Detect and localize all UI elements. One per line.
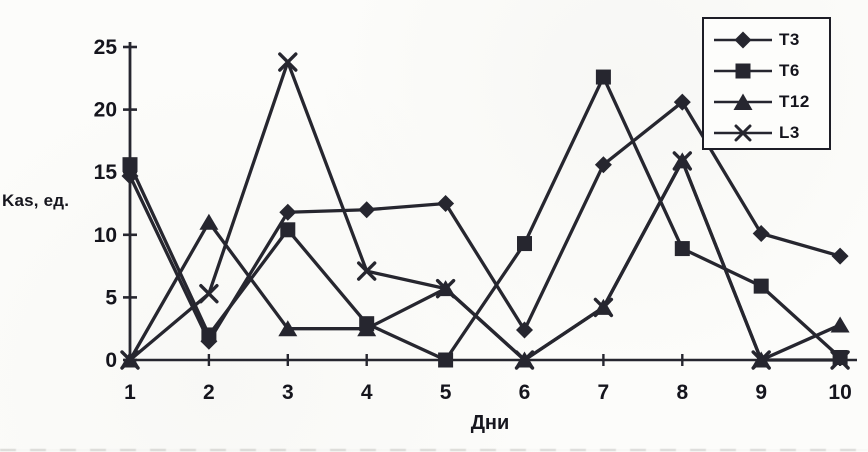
x-tick-label: 4 [361,381,373,404]
legend-item-t3: T3 [712,25,829,54]
legend: T3 T6 T12 L3 [702,17,831,150]
series-markers-L3 [120,52,850,370]
x-marker [751,350,771,370]
legend-item-label: T6 [779,60,800,80]
triangle-marker [278,320,298,337]
diamond-marker-icon [714,31,772,48]
square-marker [122,157,138,173]
legend-item-label: L3 [779,122,800,142]
diamond-marker [594,156,612,174]
triangle-marker-icon [714,93,772,110]
x-tick-label: 6 [519,381,531,404]
triangle-marker [357,320,377,337]
square-marker [517,236,532,252]
square-marker [674,241,690,257]
legend-item-l3: L3 [712,118,829,147]
x-marker [672,151,692,171]
series-line-T6 [128,75,842,362]
x-tick-label: 3 [282,381,294,404]
square-marker [280,222,296,238]
square-marker [201,327,217,343]
x-tick-label: 8 [676,381,688,404]
diamond-marker [437,195,455,212]
x-tick-label: 1 [124,381,136,404]
square-marker-icon [714,63,772,78]
square-marker [832,349,848,365]
y-axis: 0 5 10 15 20 25 [94,36,137,372]
legend-item-label: T12 [779,91,810,111]
x-tick-label: 5 [440,381,452,404]
x-tick-label: 10 [828,381,851,404]
diamond-marker [673,93,691,111]
square-marker [438,352,454,368]
diamond-marker [831,247,849,265]
y-tick-label: 20 [94,99,117,122]
triangle-marker [199,213,219,230]
square-marker [753,278,769,294]
x-tick-label: 2 [203,381,215,404]
diamond-marker [516,321,533,339]
x-marker [199,283,219,304]
square-marker [595,69,611,85]
diamond-marker [279,203,297,221]
x-marker [593,297,614,318]
y-tick-label: 15 [94,161,118,184]
legend-item-t12: T12 [712,87,829,116]
x-marker [830,350,850,370]
y-tick-label: 25 [94,36,118,59]
legend-item-t6: T6 [712,56,829,85]
diamond-marker [358,201,376,219]
series-markers-T12 [120,152,850,368]
x-marker-icon [714,124,772,141]
y-tick-label: 0 [105,349,117,372]
triangle-marker [830,316,850,333]
x-marker [435,278,456,299]
y-tick-label: 10 [94,224,117,247]
x-axis: 1 2 3 4 5 6 7 8 9 10 [124,354,857,404]
legend-item-label: T3 [779,29,800,49]
diamond-marker [752,225,770,243]
y-tick-label: 5 [105,286,117,309]
x-marker [357,261,377,281]
y-axis-label: Kas, ед. [2,191,70,210]
series-line-T12 [128,159,842,362]
x-marker [278,52,298,72]
x-tick-label: 9 [755,381,767,404]
x-tick-label: 7 [598,381,610,404]
scan-artifact-line [0,449,868,451]
x-marker [120,350,140,370]
x-marker [514,350,535,370]
series-line-L3 [128,60,842,362]
x-axis-label: Дни [470,412,510,434]
